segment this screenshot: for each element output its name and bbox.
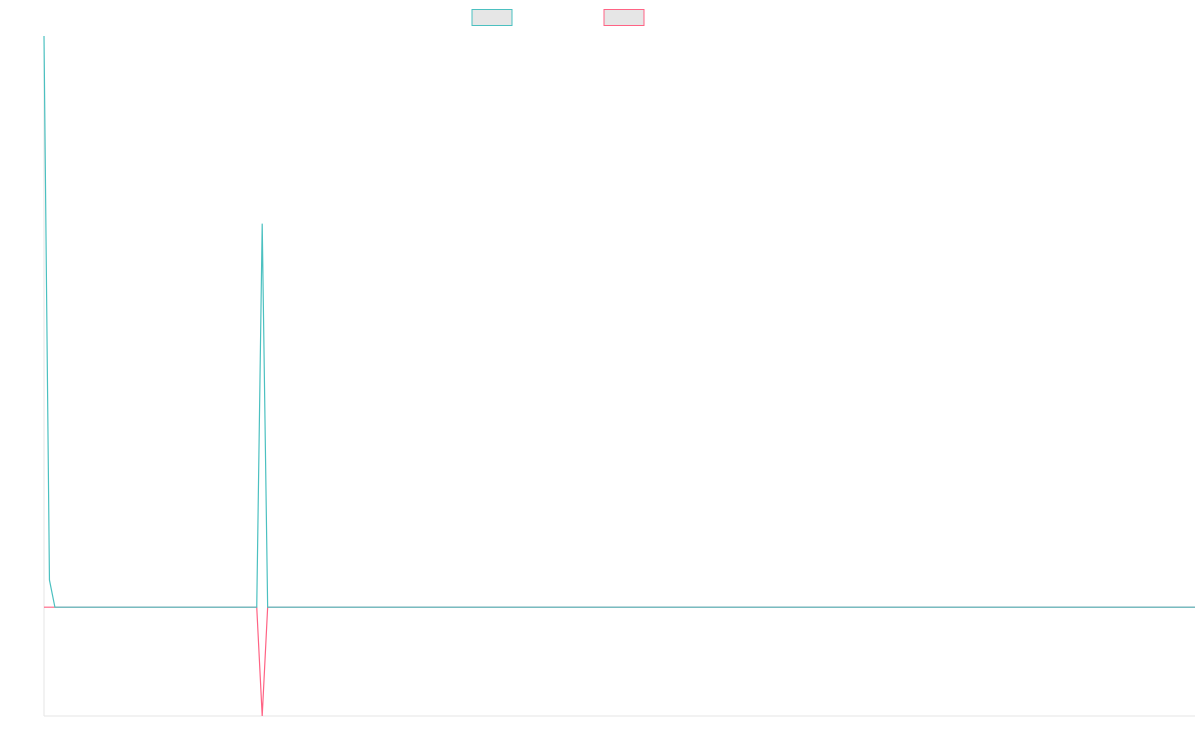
series-line-1 — [43, 35, 1195, 608]
legend-swatch-1 — [471, 9, 513, 26]
chart-series — [43, 35, 1195, 717]
chart-axes — [43, 36, 1195, 717]
legend-swatch-2 — [603, 9, 645, 26]
legend — [471, 9, 645, 26]
series-line-2 — [44, 606, 1195, 717]
